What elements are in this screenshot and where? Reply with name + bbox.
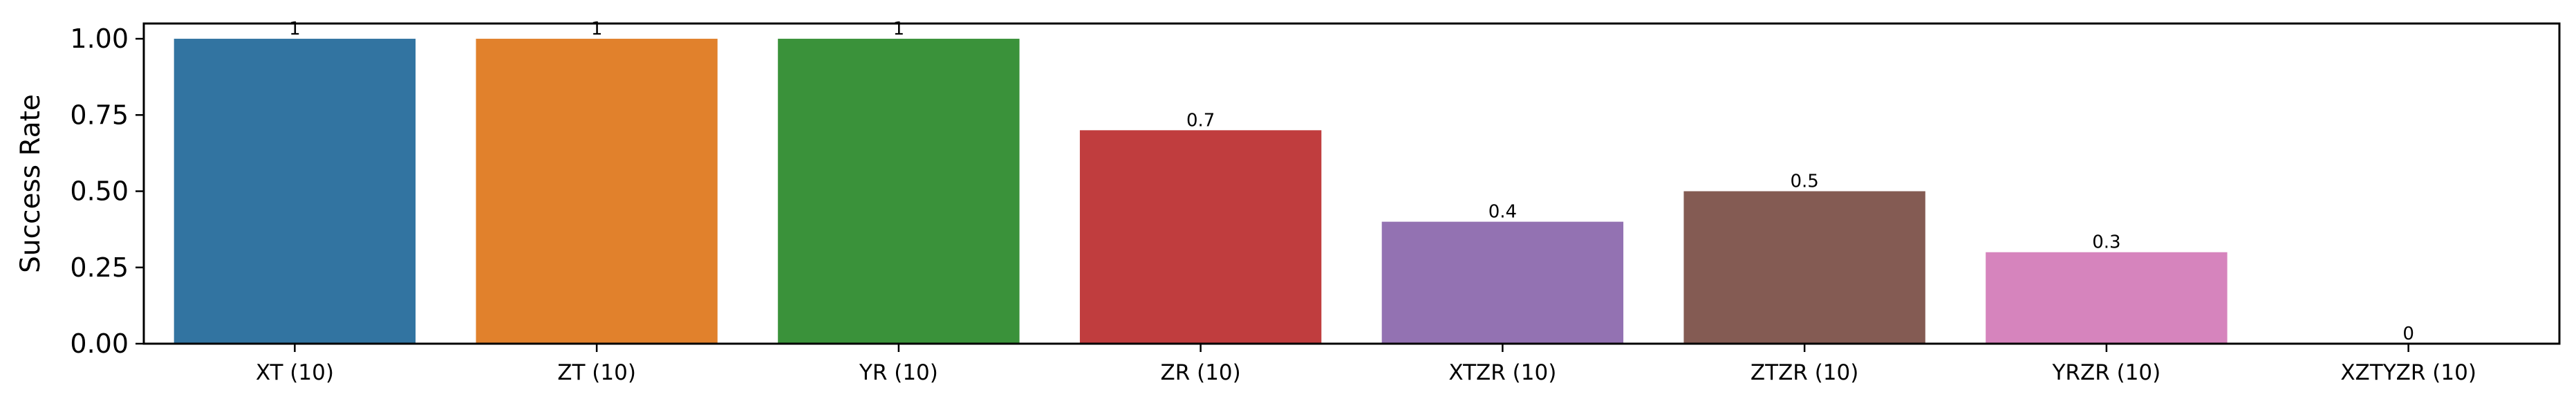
y-tick-label: 0.25 <box>70 252 129 283</box>
y-tick-label: 0.00 <box>70 328 129 359</box>
y-axis-title: Success Rate <box>15 94 46 273</box>
bar-value-label: 0.7 <box>1186 110 1215 131</box>
bar <box>1986 252 2228 344</box>
y-tick-label: 0.75 <box>70 100 129 130</box>
bar-value-label: 1 <box>893 19 905 39</box>
x-tick-label: XTZR (10) <box>1448 360 1556 385</box>
bar-value-label: 0.4 <box>1488 202 1517 223</box>
bar <box>778 39 1020 344</box>
plot-frame <box>142 22 2561 345</box>
x-tick-label: XT (10) <box>256 360 334 385</box>
x-tick-label: YR (10) <box>859 360 938 385</box>
y-tick-label: 1.00 <box>70 24 129 54</box>
x-tick-label: ZR (10) <box>1160 360 1240 385</box>
x-tick-label: ZTZR (10) <box>1751 360 1858 385</box>
bar-value-label: 0.5 <box>1790 171 1818 192</box>
y-tick-label: 0.50 <box>70 176 129 207</box>
bar-value-label: 1 <box>289 19 301 39</box>
bar <box>476 39 718 344</box>
x-axis-ticks: XT (10) ZT (10) YR (10) ZR (10) XTZR (10) ZTZ… <box>256 344 2476 385</box>
bar-value-label: 0.3 <box>2092 232 2120 253</box>
bar-value-label: 0 <box>2402 324 2414 344</box>
bar-value-label: 1 <box>591 19 603 39</box>
bar <box>1079 130 1322 344</box>
x-tick-label: YRZR (10) <box>2052 360 2161 385</box>
x-tick-label: XZTYZR (10) <box>2340 360 2476 385</box>
y-axis-ticks: 0.00 0.25 0.50 0.75 1.00 <box>70 24 144 359</box>
bar <box>1683 191 1925 344</box>
bar <box>174 39 416 344</box>
bar <box>1381 221 1624 344</box>
x-tick-label: ZT (10) <box>557 360 636 385</box>
bars-group <box>174 39 2228 344</box>
value-labels-group: 1 1 1 0.7 0.4 0.5 0.3 0 <box>289 19 2414 344</box>
